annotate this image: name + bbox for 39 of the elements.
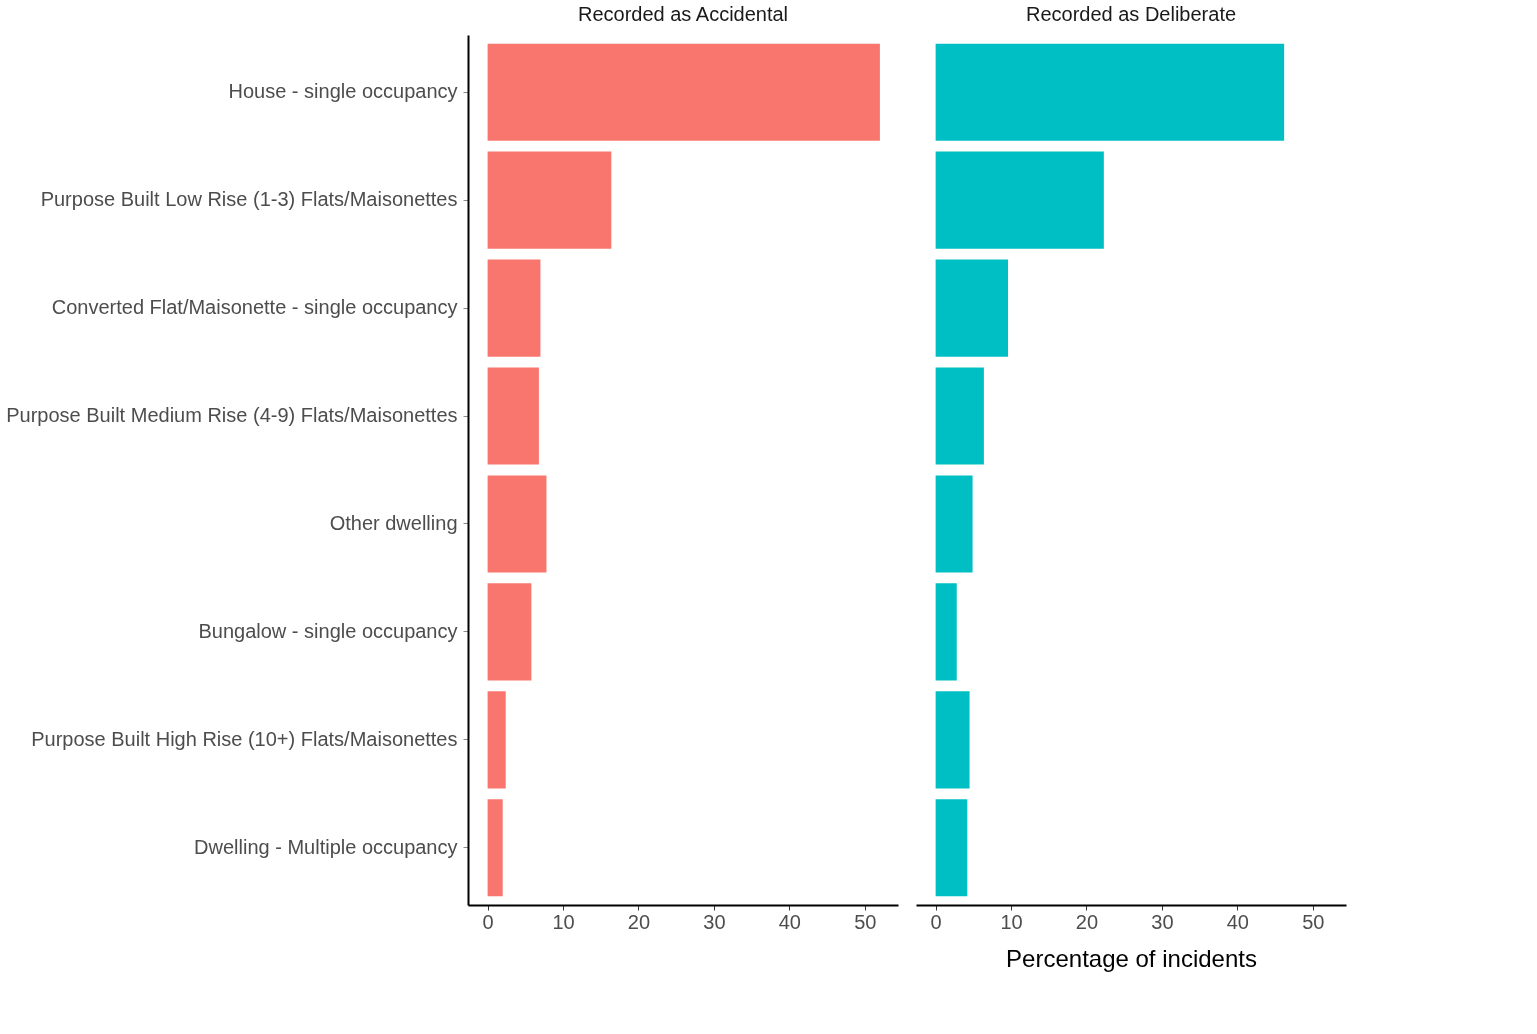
bar	[935, 259, 1009, 357]
x-tick-label: 30	[1151, 910, 1174, 933]
bar	[935, 475, 973, 573]
bar	[935, 151, 1104, 249]
y-tick-label: Bungalow - single occupancy	[198, 619, 458, 642]
chart-title: Recorded as Deliberate	[1025, 3, 1237, 25]
x-tick-label: 50	[1302, 910, 1325, 933]
y-tick-label: Purpose Built High Rise (10+) Flats/Maisonettes	[31, 727, 458, 750]
bar	[935, 799, 968, 897]
y-tick-label: Purpose Built Low Rise (1-3) Flats/Maisonettes	[40, 188, 458, 211]
x-tick-label: 40	[778, 910, 801, 933]
y-tick-label: House - single occupancy	[228, 80, 458, 103]
bar	[935, 583, 957, 681]
x-tick-label: 30	[703, 910, 726, 933]
bar	[487, 475, 547, 573]
x-tick-label: 20	[627, 910, 651, 933]
x-tick-label: 10	[1000, 910, 1023, 933]
y-tick-label: Dwelling - Multiple occupancy	[194, 835, 458, 858]
x-tick-label: 10	[552, 910, 575, 933]
y-tick-label: Converted Flat/Maisonette - single occupancy	[51, 296, 458, 319]
bar	[487, 259, 541, 357]
bar	[487, 583, 532, 681]
bar	[487, 799, 503, 897]
x-tick-label: 40	[1226, 910, 1249, 933]
bar	[487, 151, 612, 249]
bar	[935, 367, 984, 465]
y-tick-label: Other dwelling	[329, 511, 458, 534]
bar	[935, 43, 1285, 141]
bar	[487, 691, 506, 789]
x-tick-label: 20	[1075, 910, 1099, 933]
x-tick-label: 0	[482, 910, 494, 933]
x-tick-label: 0	[930, 910, 942, 933]
x-axis-title: Percentage of incidents	[1006, 944, 1257, 972]
bar	[487, 367, 539, 465]
x-tick-label: 50	[854, 910, 877, 933]
bar	[935, 691, 970, 789]
y-tick-label: Purpose Built Medium Rise (4-9) Flats/Maisonettes	[6, 404, 458, 427]
chart-title: Recorded as Accidental	[577, 3, 789, 25]
bar	[487, 43, 880, 141]
